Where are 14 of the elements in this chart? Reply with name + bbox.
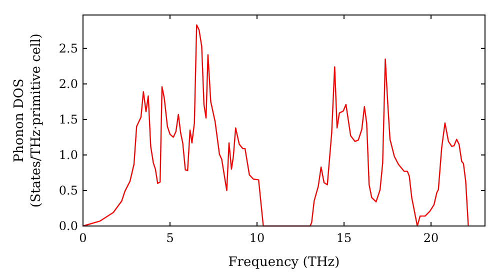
y-tick-label: 2.0 xyxy=(58,77,78,92)
y-tick-label: 0.5 xyxy=(58,184,78,198)
y-tick-label: 1.0 xyxy=(58,148,78,162)
y-tick-label: 0.0 xyxy=(58,219,78,234)
y-axis-title: Phonon DOS (States/THz·primitive cell) xyxy=(12,33,44,208)
line-series xyxy=(82,24,469,227)
y-tick-label: 2.5 xyxy=(58,42,78,56)
x-tick-label: 20 xyxy=(423,231,439,245)
y-tick-label: 1.5 xyxy=(58,112,78,127)
x-tick-label: 5 xyxy=(166,231,174,245)
x-tick-label: 10 xyxy=(249,231,265,245)
x-axis-title: Frequency (THz) xyxy=(228,255,340,270)
x-tick-label: 15 xyxy=(336,231,352,245)
x-tick-label: 0 xyxy=(79,231,87,245)
